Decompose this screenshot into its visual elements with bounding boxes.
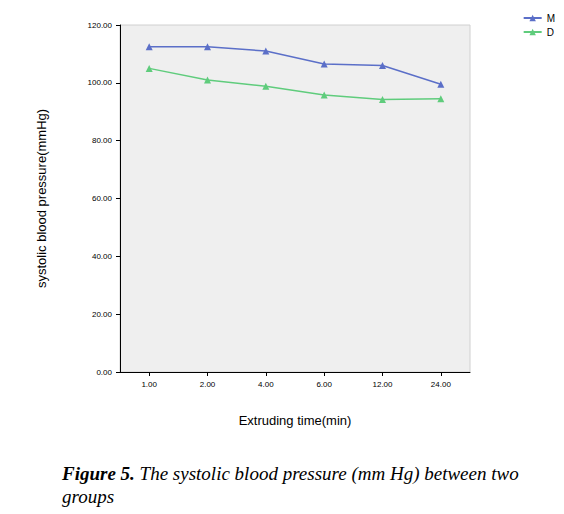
- svg-text:4.00: 4.00: [258, 380, 274, 389]
- svg-text:60.00: 60.00: [92, 194, 113, 203]
- svg-text:20.00: 20.00: [92, 310, 113, 319]
- svg-text:1.00: 1.00: [141, 380, 157, 389]
- svg-text:80.00: 80.00: [92, 136, 113, 145]
- svg-text:systolic blood pressure(mmHg): systolic blood pressure(mmHg): [34, 109, 49, 288]
- svg-text:40.00: 40.00: [92, 252, 113, 261]
- svg-text:12.00: 12.00: [372, 380, 393, 389]
- svg-text:120.00: 120.00: [88, 21, 113, 30]
- svg-text:2.00: 2.00: [200, 380, 216, 389]
- svg-text:D: D: [547, 27, 554, 38]
- svg-text:0.00: 0.00: [96, 368, 112, 377]
- html-text:Figure 5. The systolic blood p: Figure 5. The systolic blood pressure (m…: [62, 463, 519, 507]
- svg-text:Extruding time(min): Extruding time(min): [239, 413, 352, 428]
- svg-text:M: M: [547, 13, 555, 24]
- svg-text:100.00: 100.00: [88, 78, 113, 87]
- svg-text:24.00: 24.00: [431, 380, 452, 389]
- svg-text:6.00: 6.00: [316, 380, 332, 389]
